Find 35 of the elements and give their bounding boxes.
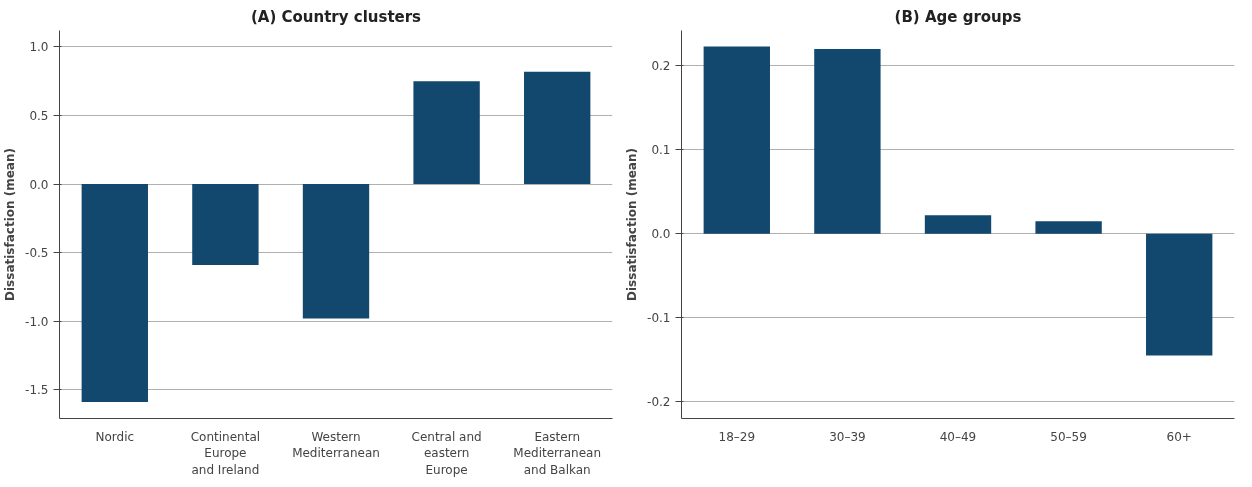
y-tick-label: 0.5: [29, 109, 49, 123]
x-tick-label: Nordic: [95, 429, 135, 444]
y-tick-label: -0.5: [25, 246, 49, 261]
x-tick-label: Central and eastern Europe: [411, 429, 482, 478]
x-tick-label: 18–29: [718, 429, 756, 444]
x-tick-label: Continental Europe and Ireland: [190, 429, 261, 478]
y-tick-label: 0.0: [651, 227, 671, 242]
y-tick-label: -0.2: [647, 395, 671, 410]
bar: [192, 184, 259, 265]
chart-title: (B) Age groups: [894, 7, 1022, 26]
x-tick-label: Eastern Mediterranean and Balkan: [513, 429, 602, 478]
x-tick-label: 50–59: [1050, 429, 1087, 444]
bar: [703, 46, 770, 234]
x-tick-label: Western Mediterranean: [292, 429, 380, 461]
y-axis-title: Dissatisfaction (mean): [625, 148, 640, 301]
x-tick-label: 60+: [1166, 429, 1192, 444]
y-tick-label: -0.1: [647, 311, 671, 326]
y-tick-label: 0.0: [29, 177, 49, 192]
y-tick-label: -1.0: [25, 314, 49, 329]
bar: [302, 184, 370, 319]
bar: [814, 48, 881, 234]
y-tick-label: 1.0: [29, 40, 49, 55]
bar: [524, 71, 591, 185]
bar: [413, 81, 480, 185]
y-axis-title: Dissatisfaction (mean): [3, 148, 18, 301]
bar: [924, 215, 992, 234]
x-tick-label: 30–39: [829, 429, 866, 444]
bar: [1146, 233, 1213, 356]
x-tick-label: 40–49: [939, 429, 977, 444]
bar: [1035, 221, 1102, 234]
chart-title: (A) Country clusters: [250, 7, 422, 26]
y-tick-label: -1.5: [25, 383, 49, 398]
y-tick-label: 0.2: [651, 59, 671, 74]
y-tick-label: 0.1: [651, 143, 671, 158]
bar: [81, 184, 148, 403]
